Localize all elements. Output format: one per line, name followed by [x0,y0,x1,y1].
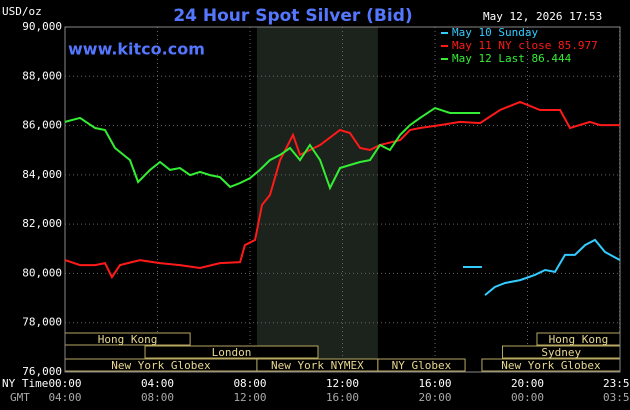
y-tick-label: 90,000 [22,20,62,33]
session-label: New York NYMEX [271,359,364,372]
x-tick-label: 12:00 [326,377,359,390]
x-tick-label: 00:00 [48,377,81,390]
x2-tick-label: 00:00 [511,391,544,404]
x-tick-label: 20:00 [511,377,544,390]
series-line [64,100,620,280]
y-tick-label: 82,000 [22,217,62,230]
y-tick-label: 76,000 [22,365,62,378]
session-label: Hong Kong [98,333,158,346]
x2-tick-label: 08:00 [141,391,174,404]
session-label: New York Globex [501,359,601,372]
session-box [377,358,466,372]
session-label: New York Globex [111,359,211,372]
x-tick-label: 23:59 [603,377,630,390]
x2-tick-label: 20:00 [418,391,451,404]
x2-axis-label: GMT [10,391,30,404]
x-tick-label: 16:00 [418,377,451,390]
session-label: Sydney [541,346,581,359]
x2-tick-label: 16:00 [326,391,359,404]
x-tick-label: 08:00 [233,377,266,390]
x2-tick-label: 04:00 [48,391,81,404]
session-label: London [212,346,252,359]
timestamp: May 12, 2026 17:53 [483,10,602,23]
y-tick-label: 80,000 [22,266,62,279]
session-box [144,345,319,359]
y-tick-label: 84,000 [22,168,62,181]
x2-tick-label: 03:59 [603,391,630,404]
legend-label: May 12 Last 86.444 [452,52,572,65]
legend-label: May 11 NY close 85.977 [452,39,598,52]
y-tick-label: 88,000 [22,69,62,82]
site-label: www.kitco.com [68,40,205,59]
x-axis-label: NY Time [2,377,48,390]
session-label: Hong Kong [549,333,609,346]
x-tick-label: 04:00 [141,377,174,390]
unit-label: USD/oz [2,5,42,18]
series-line [463,238,621,296]
session-shade [256,27,378,372]
plot-frame [64,26,621,373]
chart-title: 24 Hour Spot Silver (Bid) [173,6,412,26]
x2-tick-label: 12:00 [233,391,266,404]
series-line [64,107,481,191]
y-tick-label: 86,000 [22,119,62,132]
legend-label: May 10 Sunday [452,26,538,39]
session-label: NY Globex [392,359,452,372]
y-tick-label: 78,000 [22,316,62,329]
